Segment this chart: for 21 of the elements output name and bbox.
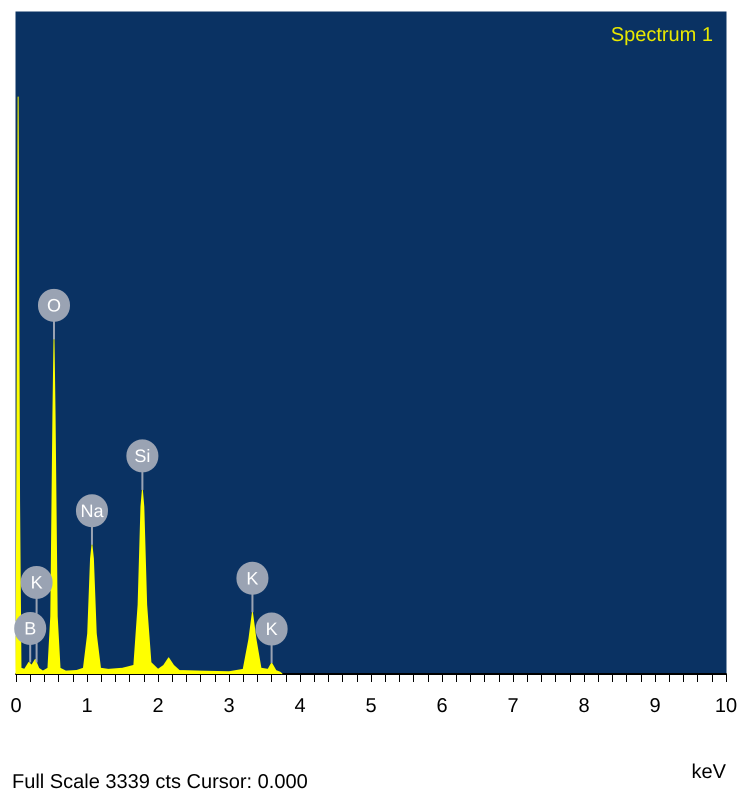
x-tick-label: 4: [294, 695, 306, 717]
annotation: K: [266, 619, 278, 640]
x-axis-title: keV: [692, 761, 727, 783]
x-tick-label: 8: [578, 695, 590, 717]
x-tick-label: 2: [152, 695, 164, 717]
x-tick-label: 9: [649, 695, 661, 717]
annotation: B: [24, 618, 36, 638]
annotation: K: [30, 572, 43, 592]
annotation: Na: [80, 500, 104, 521]
x-tick-label: 10: [714, 695, 738, 717]
chart-title: Spectrum 1: [610, 24, 713, 46]
x-tick-label: 0: [10, 695, 22, 717]
annotation: K: [246, 568, 258, 588]
annotation: Si: [134, 446, 150, 466]
x-tick-label: 5: [365, 695, 377, 717]
x-tick-label: 3: [223, 695, 235, 717]
annotation: O: [46, 295, 61, 316]
x-tick-label: 1: [81, 695, 93, 717]
x-tick-label: 7: [507, 695, 519, 717]
x-tick-label: 6: [436, 695, 448, 717]
text: Full Scale 3339 cts Cursor: 0.000: [12, 771, 308, 793]
